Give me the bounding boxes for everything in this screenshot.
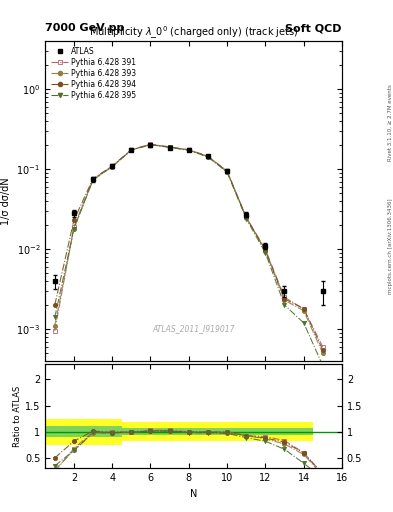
Text: 7000 GeV pp: 7000 GeV pp bbox=[45, 23, 125, 33]
X-axis label: N: N bbox=[190, 489, 197, 499]
Text: ATLAS_2011_I919017: ATLAS_2011_I919017 bbox=[152, 325, 235, 333]
Text: mcplots.cern.ch [arXiv:1306.3436]: mcplots.cern.ch [arXiv:1306.3436] bbox=[388, 198, 393, 293]
Y-axis label: Ratio to ATLAS: Ratio to ATLAS bbox=[13, 386, 22, 446]
Y-axis label: 1/σ dσ/dN: 1/σ dσ/dN bbox=[1, 177, 11, 225]
Legend: ATLAS, Pythia 6.428 391, Pythia 6.428 393, Pythia 6.428 394, Pythia 6.428 395: ATLAS, Pythia 6.428 391, Pythia 6.428 39… bbox=[49, 45, 139, 102]
Title: Multiplicity $\lambda\_0^0$ (charged only) (track jets): Multiplicity $\lambda\_0^0$ (charged onl… bbox=[89, 25, 298, 41]
Text: Rivet 3.1.10, ≥ 2.7M events: Rivet 3.1.10, ≥ 2.7M events bbox=[388, 84, 393, 161]
Text: Soft QCD: Soft QCD bbox=[285, 23, 342, 33]
